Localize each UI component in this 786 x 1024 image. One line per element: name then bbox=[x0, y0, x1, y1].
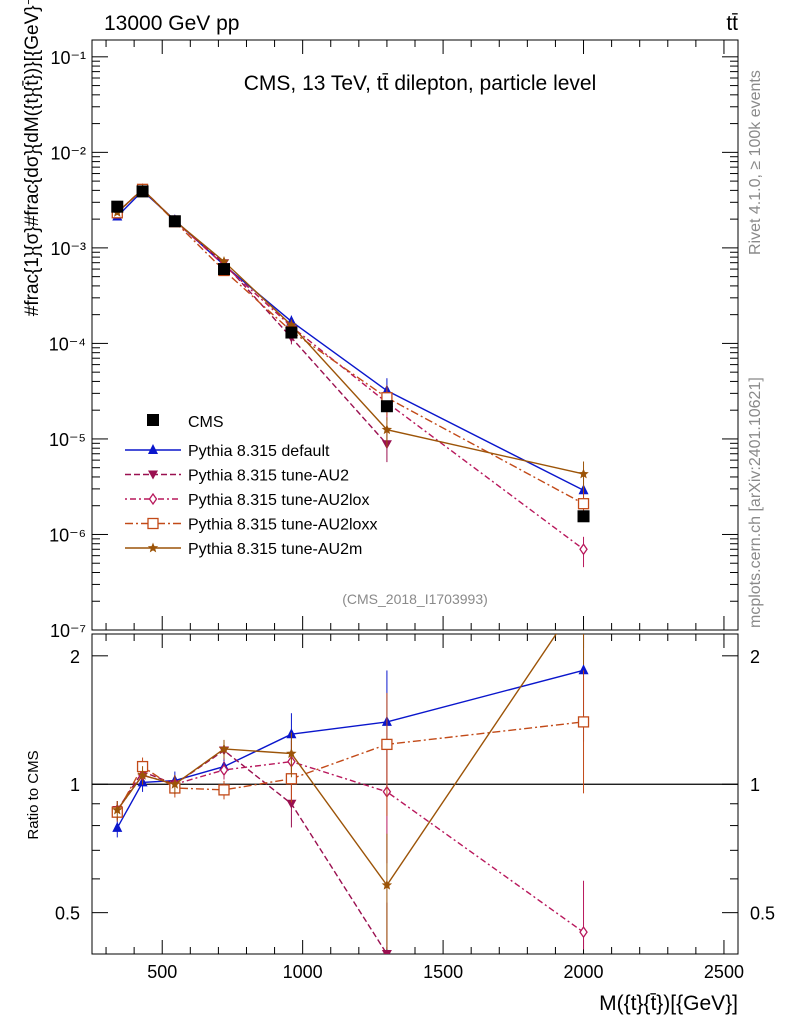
legend-label-3: Pythia 8.315 tune-AU2loxx bbox=[188, 517, 377, 534]
legend: CMS Pythia 8.315 default Pythia 8.315 tun… bbox=[125, 414, 377, 558]
header-left: 13000 GeV pp bbox=[104, 12, 239, 35]
series-4-ratio-point bbox=[218, 743, 230, 754]
series-4-ratio-point bbox=[112, 804, 123, 815]
series-2-ratio-point bbox=[579, 926, 588, 939]
ratio-series-layer bbox=[111, 588, 590, 954]
y-tick-label: 10⁻² bbox=[50, 143, 86, 163]
legend-marker-data bbox=[147, 414, 159, 426]
series-0-ratio-line bbox=[116, 669, 584, 829]
data-point bbox=[168, 215, 181, 228]
legend-label-1: Pythia 8.315 tune-AU2 bbox=[188, 468, 349, 485]
y-tick-label: 10⁻⁴ bbox=[49, 334, 86, 354]
series-1-ratio-point bbox=[381, 950, 392, 954]
ratio-tick-label: 0.5 bbox=[55, 904, 80, 924]
series-1-line bbox=[116, 188, 388, 445]
legend-marker-0 bbox=[148, 444, 158, 454]
legend-label-2: Pythia 8.315 tune-AU2lox bbox=[188, 492, 369, 509]
x-tick-label: 2500 bbox=[704, 962, 744, 982]
main-axes: 10⁻⁷ 10⁻⁶ 10⁻⁵ 10⁻⁴ 10⁻³ 10⁻² 10⁻¹ bbox=[49, 40, 738, 641]
ratio-tick-label: 0.5 bbox=[750, 904, 775, 924]
series-4-ratio-point bbox=[381, 879, 393, 890]
data-point bbox=[577, 510, 590, 523]
legend-marker-4 bbox=[147, 542, 159, 553]
series-0-ratio-point bbox=[112, 821, 123, 832]
series-3-ratio-point bbox=[381, 738, 393, 751]
main-series-layer bbox=[111, 183, 590, 568]
data-point bbox=[285, 326, 298, 339]
x-axis-label: M({t}{t̄})[{GeV}] bbox=[599, 992, 738, 1015]
series-3-ratio-point bbox=[577, 716, 590, 728]
side-label-top: Rivet 4.1.0, ≥ 100k events bbox=[747, 70, 764, 255]
data-point bbox=[111, 200, 124, 213]
series-2-point bbox=[579, 543, 588, 556]
ratio-axis-label: Ratio to CMS bbox=[25, 750, 42, 839]
x-tick-label: 1000 bbox=[283, 962, 323, 982]
series-4-ratio-line bbox=[116, 634, 558, 887]
x-tick-label: 1500 bbox=[423, 962, 463, 982]
y-tick-label: 10⁻¹ bbox=[50, 48, 86, 68]
series-4-ratio-point bbox=[286, 748, 297, 758]
data-point bbox=[380, 400, 393, 413]
legend-marker-1 bbox=[148, 470, 158, 480]
analysis-tag: (CMS_2018_I1703993) bbox=[342, 591, 488, 607]
series-1-ratio-point bbox=[286, 799, 297, 809]
side-label-bottom: mcplots.cern.ch [arXiv:2401.10621] bbox=[747, 377, 764, 628]
data-point bbox=[136, 185, 149, 198]
y-tick-label: 10⁻⁵ bbox=[49, 430, 86, 450]
series-3-ratio-line bbox=[116, 721, 584, 813]
chart-title: CMS, 13 TeV, tt̄ dilepton, particle leve… bbox=[244, 72, 597, 95]
ratio-tick-label: 2 bbox=[70, 647, 80, 667]
y-tick-label: 10⁻⁶ bbox=[49, 525, 86, 545]
series-4-point bbox=[218, 256, 230, 266]
ratio-tick-label: 2 bbox=[750, 647, 760, 667]
y-tick-label: 10⁻³ bbox=[50, 239, 86, 259]
series-3-point bbox=[577, 498, 590, 510]
x-tick-label: 2000 bbox=[563, 962, 603, 982]
ratio-tick-label: 1 bbox=[70, 775, 80, 795]
ratio-tick-label: 1 bbox=[750, 775, 760, 795]
series-0-ratio-point bbox=[578, 664, 589, 675]
y-tick-label: 10⁻⁷ bbox=[50, 621, 86, 641]
series-3-ratio-point bbox=[218, 784, 230, 796]
legend-label-data: CMS bbox=[188, 414, 224, 431]
ratio-axes: 500 1000 1500 2000 2500 0.5 0.5 1 1 2 2 bbox=[55, 634, 775, 982]
legend-label-0: Pythia 8.315 default bbox=[188, 443, 330, 460]
series-4-point bbox=[578, 468, 589, 479]
y-axis-label: #frac{1}{σ}#frac{dσ}{dM({t}{t̄})}[{GeV}⁻… bbox=[22, 0, 43, 316]
x-tick-label: 500 bbox=[147, 962, 177, 982]
series-4-ratio-point bbox=[578, 588, 589, 598]
series-4-point bbox=[381, 424, 393, 435]
series-2-ratio-point bbox=[219, 763, 229, 777]
legend-marker-2 bbox=[148, 492, 158, 506]
header-right: tt̄ bbox=[726, 12, 738, 35]
legend-marker-3 bbox=[147, 517, 159, 530]
series-2-ratio-line bbox=[116, 760, 584, 933]
data-point bbox=[218, 263, 231, 276]
legend-label-4: Pythia 8.315 tune-AU2m bbox=[188, 541, 362, 558]
ratio-plot-frame bbox=[91, 633, 739, 955]
series-4-ratio-point bbox=[137, 769, 148, 780]
series-4-ratio-point bbox=[169, 778, 181, 789]
